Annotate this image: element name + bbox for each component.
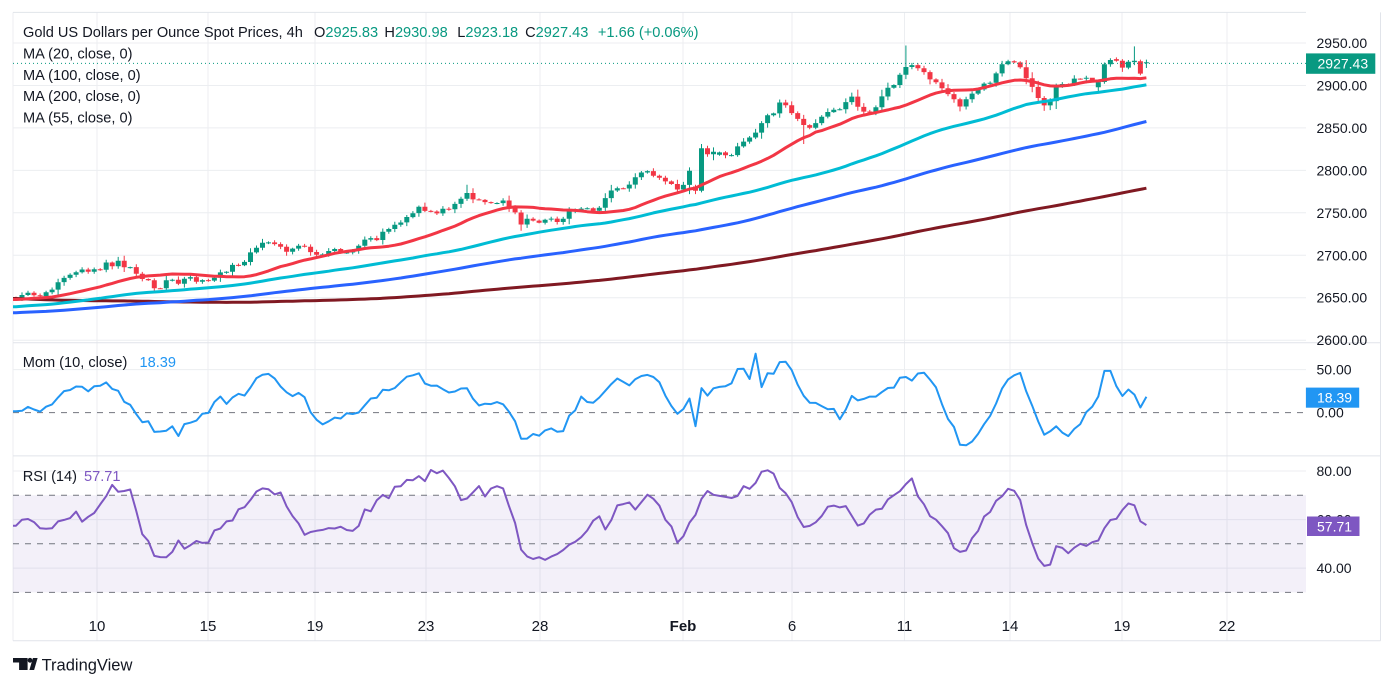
svg-text:H2930.98: H2930.98 (384, 25, 447, 41)
svg-text:15: 15 (200, 618, 217, 635)
svg-text:MA (100, close, 0): MA (100, close, 0) (23, 68, 141, 84)
svg-text:TradingView: TradingView (42, 657, 133, 675)
svg-text:23: 23 (418, 618, 435, 635)
svg-text:MA (20, close, 0): MA (20, close, 0) (23, 46, 133, 62)
svg-text:MA (200, close, 0): MA (200, close, 0) (23, 89, 141, 105)
svg-text:RSI (14): RSI (14) (23, 469, 77, 485)
svg-text:2600.00: 2600.00 (1317, 332, 1368, 348)
svg-text:L2923.18: L2923.18 (457, 25, 518, 41)
svg-text:57.71: 57.71 (1317, 518, 1352, 534)
svg-text:0.00: 0.00 (1317, 405, 1344, 421)
svg-text:2900.00: 2900.00 (1317, 78, 1368, 94)
svg-text:O2925.83: O2925.83 (314, 25, 378, 41)
svg-text:80.00: 80.00 (1317, 463, 1352, 479)
svg-text:18.39: 18.39 (140, 355, 177, 371)
svg-text:Mom (10, close): Mom (10, close) (23, 355, 128, 371)
svg-text:C2927.43: C2927.43 (525, 25, 588, 41)
svg-text:19: 19 (1114, 618, 1131, 635)
svg-text:2700.00: 2700.00 (1317, 247, 1368, 263)
svg-text:40.00: 40.00 (1317, 560, 1352, 576)
svg-text:22: 22 (1219, 618, 1236, 635)
svg-text:2750.00: 2750.00 (1317, 205, 1368, 221)
svg-text:2850.00: 2850.00 (1317, 120, 1368, 136)
svg-text:2800.00: 2800.00 (1317, 162, 1368, 178)
svg-text:14: 14 (1002, 618, 1019, 635)
svg-text:18.39: 18.39 (1317, 390, 1352, 406)
svg-text:11: 11 (897, 618, 913, 635)
svg-text:2650.00: 2650.00 (1317, 290, 1368, 306)
svg-text:Gold US Dollars per Ounce Spot: Gold US Dollars per Ounce Spot Prices, 4… (23, 25, 303, 41)
svg-text:57.71: 57.71 (84, 469, 121, 485)
svg-text:2927.43: 2927.43 (1318, 56, 1369, 72)
svg-text:19: 19 (307, 618, 324, 635)
svg-text:28: 28 (532, 618, 549, 635)
svg-text:6: 6 (788, 618, 796, 635)
svg-text:50.00: 50.00 (1317, 362, 1352, 378)
svg-text:Feb: Feb (670, 618, 697, 635)
svg-text:MA (55, close, 0): MA (55, close, 0) (23, 110, 133, 126)
svg-text:2950.00: 2950.00 (1317, 35, 1368, 51)
svg-text:10: 10 (89, 618, 106, 635)
svg-text:+1.66 (+0.06%): +1.66 (+0.06%) (598, 25, 699, 41)
